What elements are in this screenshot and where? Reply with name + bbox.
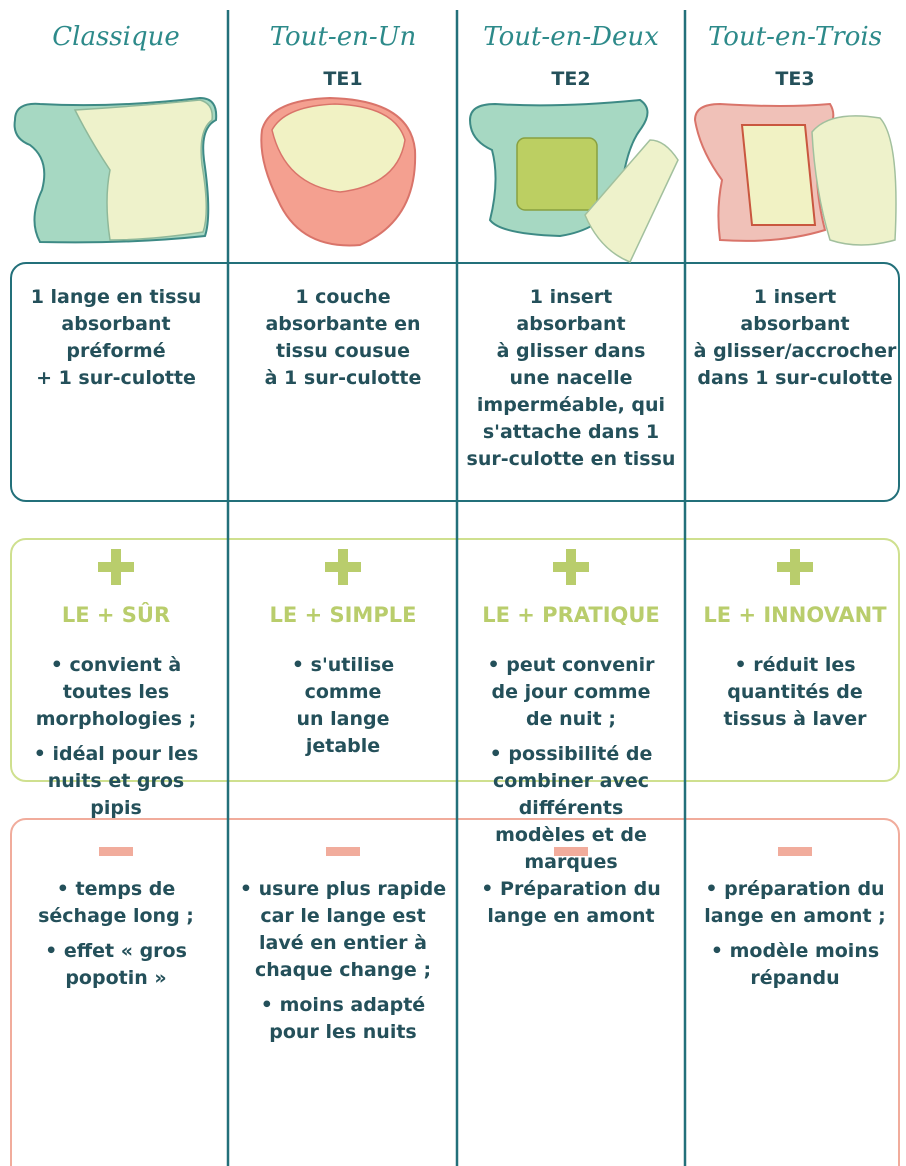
- dividers: [226, 10, 687, 1166]
- pros-line: • s'utilise: [291, 654, 395, 676]
- plus-icon: [338, 549, 348, 585]
- description-line: 1 lange en tissu: [30, 286, 202, 308]
- minus-icon: [326, 847, 360, 856]
- pros-line: morphologies ;: [35, 708, 197, 730]
- description-box: [10, 262, 900, 502]
- cons-line: popotin »: [65, 967, 167, 989]
- pros-line: tissus à laver: [723, 708, 867, 730]
- pros-line: jetable: [305, 735, 381, 757]
- description-line: 1 insert: [753, 286, 837, 308]
- cons-line: lange en amont ;: [704, 905, 886, 927]
- column-code: TE2: [551, 68, 591, 90]
- pros-line: de nuit ;: [526, 708, 616, 730]
- diaper-te3: [693, 102, 897, 246]
- description-line: une nacelle: [509, 367, 633, 389]
- minus-icon: [554, 847, 588, 856]
- column-code: TE1: [323, 68, 363, 90]
- pros-line: comme: [304, 681, 382, 703]
- pros-line: nuits et gros: [47, 770, 185, 792]
- pros-line: • réduit les: [734, 654, 856, 676]
- description-line: préformé: [66, 340, 166, 362]
- pros-title: LE + INNOVANT: [703, 603, 887, 627]
- description-line: 1 couche: [295, 286, 391, 308]
- pros-box: [10, 538, 900, 782]
- cons-line: • usure plus rapide: [239, 878, 447, 900]
- description-line: tissu cousue: [276, 340, 410, 362]
- minus-icon: [99, 847, 133, 856]
- cons-line: répandu: [750, 967, 840, 989]
- cons-line: lange en amont: [487, 905, 655, 927]
- description-line: imperméable, qui: [476, 394, 666, 416]
- plus-icon: [566, 549, 576, 585]
- description-line: à 1 sur-culotte: [264, 367, 422, 389]
- pros-line: • peut convenir: [487, 654, 655, 676]
- pros-title: LE + PRATIQUE: [482, 603, 660, 627]
- pros-line: • possibilité de: [489, 743, 653, 765]
- cons-line: • préparation du: [705, 878, 885, 900]
- minus-icon: [778, 847, 812, 856]
- pros-line: quantités de: [727, 681, 863, 703]
- pros-title: LE + SIMPLE: [269, 603, 417, 627]
- cons-line: • Préparation du: [481, 878, 661, 900]
- description-line: 1 insert: [529, 286, 613, 308]
- column-name: Tout-en-Trois: [707, 22, 883, 52]
- description-line: dans 1 sur-culotte: [697, 367, 893, 389]
- cons-line: chaque change ;: [254, 959, 432, 981]
- pros-line: • convient à: [50, 654, 182, 676]
- diaper-te2: [468, 98, 679, 263]
- description-line: + 1 sur-culotte: [36, 367, 196, 389]
- description-line: à glisser dans: [496, 340, 646, 362]
- pros-line: • idéal pour les: [33, 743, 199, 765]
- pros-line: un lange: [296, 708, 390, 730]
- plus-icon: [111, 549, 121, 585]
- cons-line: pour les nuits: [269, 1021, 417, 1043]
- description-line: à glisser/accrocher: [693, 340, 897, 362]
- column-name: Classique: [52, 22, 180, 52]
- cons-line: séchage long ;: [38, 905, 194, 927]
- cons-line: lavé en entier à: [259, 932, 427, 954]
- column-name: Tout-en-Un: [269, 22, 417, 52]
- pros-line: différents: [518, 797, 624, 819]
- column-code: TE3: [775, 68, 815, 90]
- pros-line: modèles et de: [495, 824, 647, 846]
- description-line: absorbant: [61, 313, 171, 335]
- diaper-classique: [13, 96, 218, 244]
- description-line: s'attache dans 1: [482, 421, 660, 443]
- pros-title: LE + SÛR: [61, 603, 171, 627]
- plus-icon: [790, 549, 800, 585]
- description-line: sur-culotte en tissu: [466, 448, 676, 470]
- description-line: absorbant: [740, 313, 850, 335]
- cons-line: • temps de: [56, 878, 176, 900]
- pros-line: toutes les: [62, 681, 170, 703]
- description-line: absorbante en: [265, 313, 421, 335]
- cons-line: car le lange est: [260, 905, 426, 927]
- pros-line: pipis: [90, 797, 142, 819]
- cons-line: • modèle moins: [710, 940, 880, 962]
- diaper-te1: [260, 96, 417, 247]
- cons-line: • moins adapté: [260, 994, 426, 1016]
- pros-line: de jour comme: [491, 681, 651, 703]
- cons-line: • effet « gros: [45, 940, 187, 962]
- cons-box: [10, 818, 900, 1166]
- pros-line: combiner avec: [493, 770, 649, 792]
- pros-line: marques: [524, 851, 618, 873]
- description-line: absorbant: [516, 313, 626, 335]
- column-name: Tout-en-Deux: [483, 22, 659, 52]
